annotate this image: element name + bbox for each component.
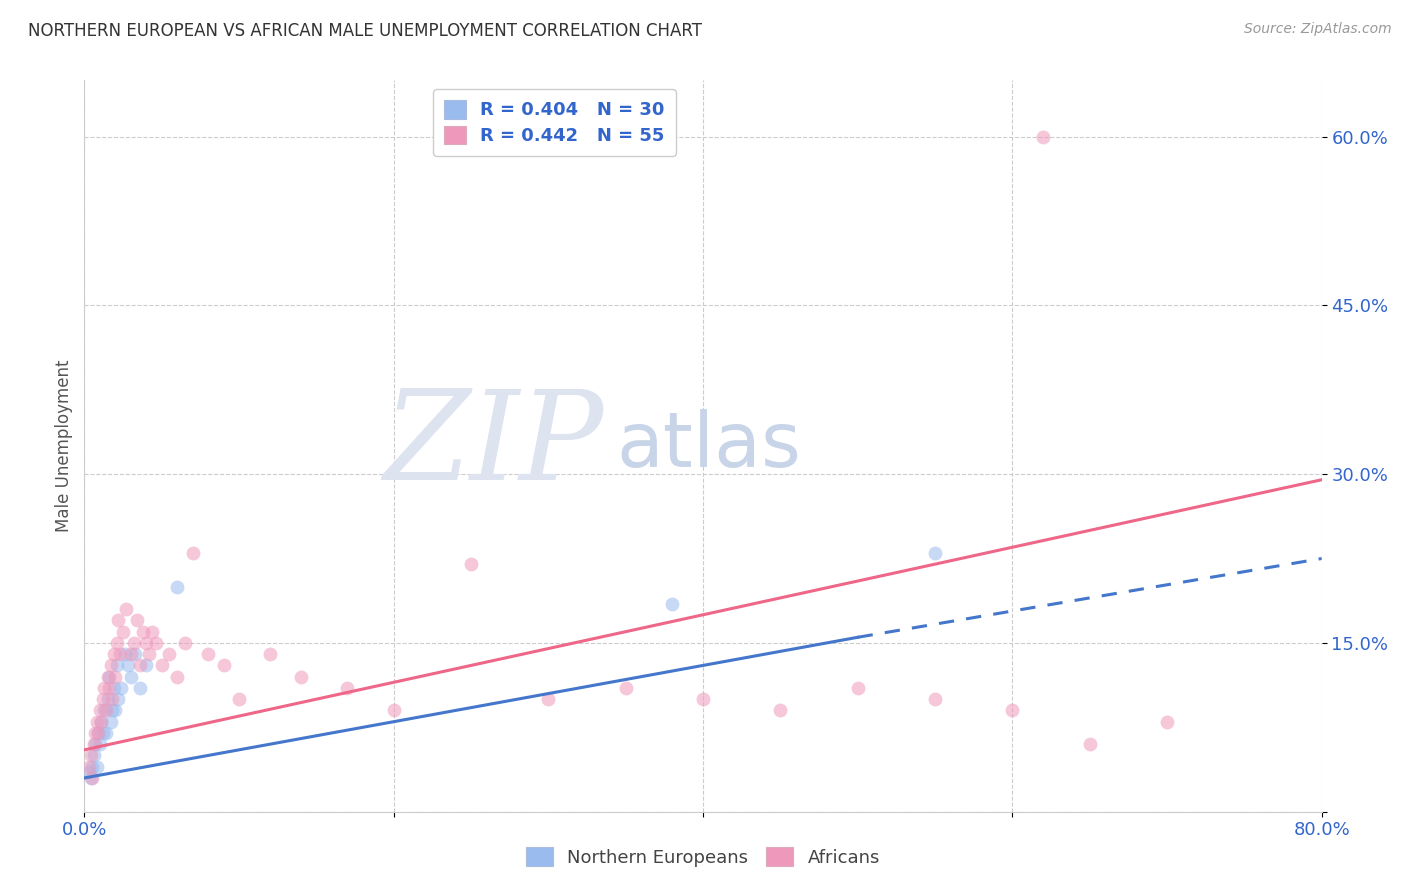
- Point: [290, 670, 312, 684]
- Point: [100, 658, 122, 673]
- Point: [105, 636, 128, 650]
- Point: [141, 624, 163, 639]
- Point: [103, 647, 125, 661]
- Point: [382, 703, 405, 717]
- Point: [86, 714, 108, 729]
- Point: [103, 681, 125, 695]
- Point: [1156, 714, 1178, 729]
- Point: [114, 647, 136, 661]
- Point: [108, 647, 131, 661]
- Point: [212, 658, 235, 673]
- Point: [150, 658, 173, 673]
- Point: [93, 703, 115, 717]
- Point: [105, 658, 128, 673]
- Point: [129, 658, 152, 673]
- Point: [91, 726, 114, 740]
- Legend: Northern Europeans, Africans: Northern Europeans, Africans: [517, 838, 889, 876]
- Point: [132, 624, 155, 639]
- Point: [460, 557, 482, 571]
- Point: [120, 647, 142, 661]
- Point: [125, 614, 148, 628]
- Point: [135, 636, 157, 650]
- Point: [120, 670, 142, 684]
- Point: [614, 681, 637, 695]
- Point: [83, 737, 105, 751]
- Point: [336, 681, 359, 695]
- Text: Source: ZipAtlas.com: Source: ZipAtlas.com: [1244, 22, 1392, 37]
- Point: [924, 692, 946, 706]
- Y-axis label: Male Unemployment: Male Unemployment: [55, 359, 73, 533]
- Point: [91, 692, 114, 706]
- Point: [166, 670, 188, 684]
- Point: [100, 714, 122, 729]
- Text: atlas: atlas: [616, 409, 801, 483]
- Point: [89, 737, 111, 751]
- Point: [82, 760, 104, 774]
- Point: [96, 692, 118, 706]
- Point: [1032, 129, 1054, 144]
- Point: [228, 692, 250, 706]
- Point: [84, 737, 107, 751]
- Point: [101, 692, 124, 706]
- Point: [77, 760, 100, 774]
- Point: [661, 597, 683, 611]
- Point: [82, 771, 104, 785]
- Point: [174, 636, 197, 650]
- Point: [159, 647, 180, 661]
- Point: [135, 658, 157, 673]
- Point: [112, 624, 135, 639]
- Point: [96, 670, 118, 684]
- Point: [86, 760, 108, 774]
- Point: [129, 681, 152, 695]
- Point: [98, 681, 121, 695]
- Point: [104, 703, 127, 717]
- Point: [104, 670, 127, 684]
- Point: [79, 748, 101, 763]
- Point: [89, 703, 111, 717]
- Point: [1078, 737, 1101, 751]
- Point: [846, 681, 869, 695]
- Point: [83, 748, 105, 763]
- Point: [145, 636, 167, 650]
- Point: [1001, 703, 1024, 717]
- Point: [84, 726, 107, 740]
- Point: [769, 703, 792, 717]
- Point: [79, 771, 101, 785]
- Point: [692, 692, 714, 706]
- Point: [115, 602, 138, 616]
- Point: [181, 546, 204, 560]
- Point: [138, 647, 160, 661]
- Point: [107, 692, 129, 706]
- Point: [924, 546, 946, 560]
- Text: ZIP: ZIP: [384, 385, 605, 507]
- Point: [98, 670, 121, 684]
- Text: NORTHERN EUROPEAN VS AFRICAN MALE UNEMPLOYMENT CORRELATION CHART: NORTHERN EUROPEAN VS AFRICAN MALE UNEMPL…: [28, 22, 702, 40]
- Point: [197, 647, 219, 661]
- Point: [94, 703, 117, 717]
- Point: [87, 726, 110, 740]
- Point: [87, 726, 110, 740]
- Point: [110, 681, 132, 695]
- Point: [77, 765, 100, 780]
- Point: [537, 692, 560, 706]
- Point: [122, 636, 145, 650]
- Point: [166, 580, 188, 594]
- Point: [90, 714, 112, 729]
- Point: [101, 703, 124, 717]
- Point: [94, 726, 117, 740]
- Point: [124, 647, 146, 661]
- Point: [90, 714, 112, 729]
- Point: [259, 647, 281, 661]
- Point: [117, 658, 139, 673]
- Point: [93, 681, 115, 695]
- Point: [107, 614, 129, 628]
